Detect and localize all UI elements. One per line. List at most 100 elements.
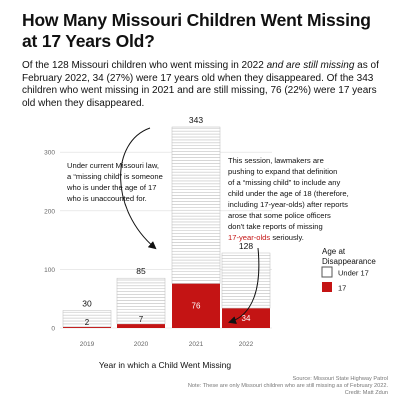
bar-cell (171, 145, 221, 149)
bar-cell (116, 288, 166, 292)
annotation-right-line-3: of a “missing child” to include any (228, 178, 340, 187)
bar-cell (171, 160, 221, 164)
bar-cell (171, 148, 221, 152)
annotation-right-line-1: This session, lawmakers are (228, 156, 324, 165)
credit-line: Credit: Matt Zdun (344, 390, 388, 397)
value-label-17-2019: 2 (85, 318, 90, 327)
annotation-arrow-left (120, 127, 157, 250)
bar-cell (62, 310, 112, 313)
annotation-highlight: 17-year-olds (228, 233, 270, 242)
annotation-arrow-right (228, 247, 260, 324)
bar-cell (116, 300, 166, 304)
bar-cell (171, 195, 221, 199)
bar-17-2020 (117, 323, 165, 328)
legend-title-line-1: Age at (322, 247, 346, 256)
bar-cell (171, 227, 221, 231)
note-line: Note: These are only Missouri children w… (187, 383, 388, 390)
bar-17-2021 (172, 283, 220, 328)
bar-cell (171, 268, 221, 272)
bar-cell (116, 303, 166, 307)
x-tick-label-2021: 2021 (189, 341, 204, 348)
bar-cell (221, 252, 271, 256)
bar-cell (171, 218, 221, 223)
bar-cell (171, 209, 221, 214)
y-tick-label: 300 (44, 150, 55, 157)
total-label-2019: 30 (82, 298, 92, 308)
bar-cell (221, 278, 271, 282)
bar-cell (171, 126, 221, 129)
bar-cell (221, 275, 271, 280)
bar-cell (171, 236, 221, 240)
bar-cell (171, 133, 221, 138)
bar-cell (171, 189, 221, 193)
bar-cell (116, 282, 166, 287)
bar-cell (171, 230, 221, 234)
bar-cell (221, 287, 271, 291)
bar-cell (221, 255, 271, 259)
bar-cell (171, 248, 221, 252)
intro-part2: as of February 2022, 34 (27%) were 17 ye… (22, 60, 379, 109)
value-label-17-2021: 76 (192, 302, 201, 311)
legend-swatch-17 (322, 282, 332, 292)
bar-cell (116, 279, 166, 284)
bar-cell (171, 198, 221, 202)
intro-italic: and are still missing (266, 60, 355, 71)
bar-cell (171, 215, 221, 220)
bar-under-17-2019 (62, 310, 112, 328)
bar-cell (171, 256, 221, 261)
bar-cell (221, 266, 271, 271)
y-tick-label: 100 (44, 267, 55, 274)
legend-title-line-2: Disappearance (322, 257, 376, 266)
bar-cell (171, 163, 221, 167)
bar-cell (221, 301, 271, 306)
annotation-left-line-2: a “missing child” is someone (67, 172, 163, 181)
bar-cell (171, 180, 221, 185)
bar-cell (171, 171, 221, 176)
bar-cell (171, 253, 221, 258)
bar-cell (116, 308, 166, 313)
annotation-right-line-7: don't take reports of missing (228, 222, 323, 231)
total-label-2022: 128 (239, 241, 253, 251)
bar-cell (171, 271, 221, 275)
bar-cell (171, 280, 221, 284)
legend-swatch-under-17 (321, 266, 333, 278)
bar-cell (221, 290, 271, 294)
annotation-right-line-5: including 17-year-olds) after reports (228, 200, 348, 209)
total-label-2021: 343 (189, 115, 203, 125)
bar-cell (171, 186, 221, 190)
bar-cell (116, 285, 166, 289)
bar-cell (171, 183, 221, 188)
bar-cell (171, 250, 221, 255)
y-tick-label: 0 (51, 326, 55, 333)
bar-cell (171, 265, 221, 270)
bar-cell (171, 277, 221, 281)
x-tick-label-2022: 2022 (239, 341, 254, 348)
bar-cell (171, 242, 221, 246)
bar-cell (221, 284, 271, 288)
bar-cell (116, 277, 166, 281)
bar-cell (171, 245, 221, 249)
bar-cell (171, 201, 221, 205)
legend-label-under-17: Under 17 (338, 269, 369, 278)
bar-cell (171, 168, 221, 173)
bar-cell (171, 154, 221, 158)
bar-cell (171, 174, 221, 179)
bar-cell (171, 262, 221, 267)
x-axis-title: Year in which a Child Went Missing (99, 360, 232, 370)
bar-cell (171, 239, 221, 243)
annotation-left-line-1: Under current Missouri law, (67, 161, 159, 170)
annotation-right-line-8: 17-year-olds seriously. (228, 233, 304, 242)
data-labels: 30 2 85 7 343 76 128 34 (82, 115, 253, 327)
bar-cell (221, 263, 271, 268)
value-label-17-2020: 7 (139, 315, 144, 324)
bar-cell (221, 281, 271, 285)
bar-cell (171, 157, 221, 161)
y-axis-ticks: 0 100 200 300 (44, 150, 55, 333)
bar-cell (171, 142, 221, 147)
source-line: Source: Missouri State Highway Patrol (292, 376, 388, 382)
bar-cell (171, 212, 221, 217)
x-axis-ticks: 2019 2020 2021 2022 (80, 341, 254, 348)
bar-cell (116, 306, 166, 310)
bar-cell (62, 311, 112, 316)
bar-cell (221, 296, 271, 300)
